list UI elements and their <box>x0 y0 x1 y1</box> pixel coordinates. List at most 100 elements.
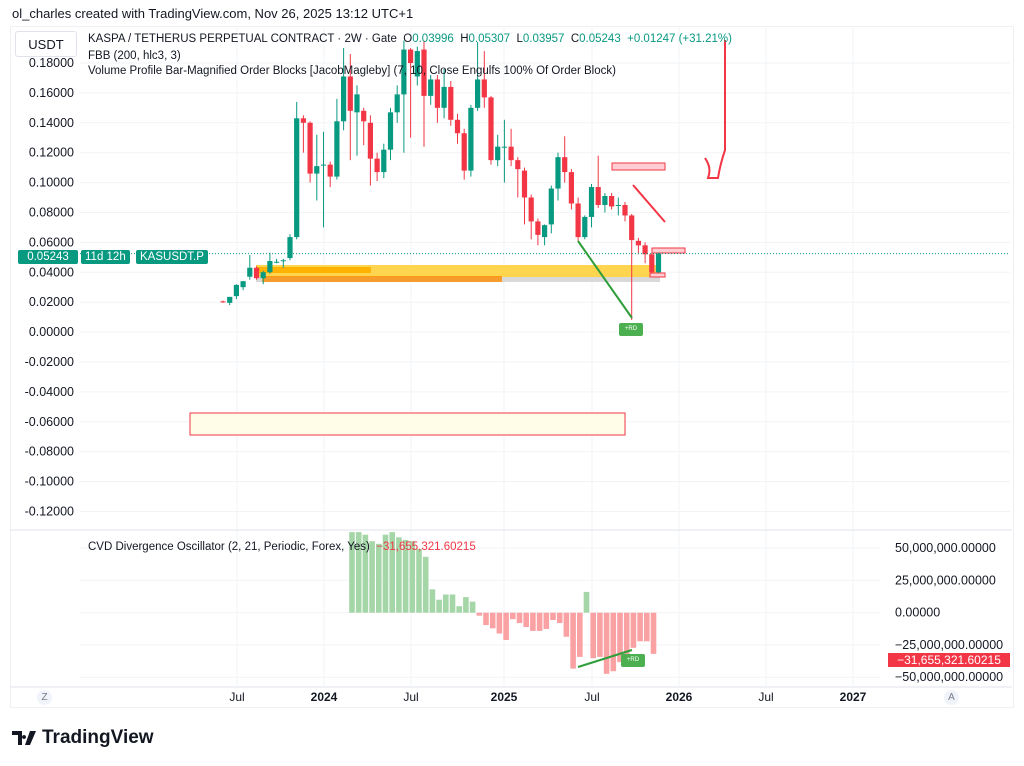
oscillator-bar <box>349 532 355 613</box>
credit-line: ol_charles created with TradingView.com,… <box>12 6 414 21</box>
oscillator-bar <box>456 606 462 613</box>
oscillator-bar <box>536 612 543 631</box>
rd-label-main: +RD <box>619 323 643 336</box>
candle-body <box>528 197 534 222</box>
candle-body <box>575 203 581 238</box>
oscillator-bar <box>563 612 570 637</box>
oscillator-tick-label: 25,000,000.00000 <box>895 573 996 587</box>
oscillator-title[interactable]: CVD Divergence Oscillator (2, 21, Period… <box>88 541 370 553</box>
oscillator-bar <box>617 612 623 663</box>
ticker-label: KASUSDT.P <box>136 250 208 264</box>
price-tick-label: -0.04000 <box>25 385 74 399</box>
candle-body <box>609 196 615 207</box>
tradingview-logo: TradingView <box>12 727 154 749</box>
oscillator-bar <box>416 549 422 613</box>
oscillator-bar <box>610 612 617 672</box>
currency-button[interactable]: USDT <box>15 31 77 57</box>
oscillator-bar <box>355 532 362 613</box>
time-tick-label: 2025 <box>491 690 518 704</box>
candle-body <box>629 215 635 241</box>
candle-body <box>602 196 608 205</box>
oscillator-bar <box>362 534 369 613</box>
oscillator-bar <box>369 541 375 613</box>
oscillator-bar <box>503 612 509 640</box>
oscillator-bar <box>550 612 556 620</box>
tradingview-logo-icon <box>12 731 36 745</box>
candle-body <box>649 254 655 273</box>
low-label: L <box>516 33 523 45</box>
symbol-title[interactable]: KASPA / TETHERUS PERPETUAL CONTRACT · 2W… <box>88 33 397 45</box>
candle-body <box>481 79 487 98</box>
open-label: O <box>403 33 413 45</box>
oscillator-bar <box>476 612 483 616</box>
oscillator-bar <box>422 556 429 613</box>
time-tick-label: Jul <box>758 690 773 704</box>
price-tick-label: -0.10000 <box>25 475 74 489</box>
candle-body <box>542 225 548 238</box>
price-tick-label: 0.10000 <box>29 176 74 190</box>
price-tick-label: 0.14000 <box>29 116 74 130</box>
high-value: 0.05307 <box>468 33 511 45</box>
oscillator-bar <box>650 612 657 654</box>
oscillator-bar <box>623 612 630 657</box>
candle-body <box>555 157 561 189</box>
order-block-orange <box>262 276 502 282</box>
candle-body <box>595 187 601 205</box>
candle-body <box>220 301 226 303</box>
auto-scale-button[interactable]: A <box>944 690 959 705</box>
oscillator-bar <box>449 594 456 613</box>
candle-body <box>260 272 266 279</box>
oscillator-bar <box>577 612 583 657</box>
candle-body <box>495 146 501 161</box>
oscillator-bar <box>429 589 436 613</box>
oscillator-bar <box>570 612 576 669</box>
candle-body <box>488 97 494 161</box>
candle-body <box>374 158 380 173</box>
candle-body <box>428 79 434 96</box>
oscillator-bar <box>543 612 550 629</box>
candle-body <box>655 253 662 273</box>
resistance-box-small <box>651 247 686 254</box>
candle-body <box>387 112 394 150</box>
price-tick-label: 0.00000 <box>29 325 74 339</box>
trend-line-red <box>632 184 666 223</box>
candle-body <box>341 76 347 122</box>
candle-body <box>548 188 554 225</box>
candle-body <box>622 204 628 216</box>
oscillator-bar <box>603 612 610 674</box>
candle-body <box>314 166 320 174</box>
oscillator-bar <box>630 612 637 648</box>
candle-body <box>361 110 367 122</box>
time-tick-label: Jul <box>584 690 599 704</box>
candle-body <box>635 240 641 246</box>
oscillator-bar <box>489 612 496 629</box>
candle-body <box>240 281 246 288</box>
oscillator-bar <box>510 612 516 620</box>
candle-body <box>521 170 528 198</box>
candle-body <box>615 204 621 206</box>
candle-body <box>327 164 333 177</box>
indicator-fbb[interactable]: FBB (200, hlc3, 3) <box>88 50 181 62</box>
candle-body <box>367 122 373 159</box>
oscillator-bar <box>556 612 563 624</box>
price-tick-label: 0.08000 <box>29 206 74 220</box>
time-tick-label: 2026 <box>666 690 693 704</box>
candle-body <box>394 94 400 113</box>
time-tick-label: 2024 <box>311 690 338 704</box>
oscillator-bar <box>469 601 476 613</box>
price-tick-label: 0.16000 <box>29 86 74 100</box>
oscillator-bar <box>443 594 449 613</box>
time-tick-label: Jul <box>403 690 418 704</box>
oscillator-bar <box>597 612 603 657</box>
candle-body <box>300 118 306 123</box>
zoom-z-button[interactable]: Z <box>37 690 52 705</box>
oscillator-bar <box>436 599 442 613</box>
oscillator-bar <box>389 532 395 613</box>
indicator-order-blocks[interactable]: Volume Profile Bar-Magnified Order Block… <box>88 65 616 77</box>
oscillator-value-badge: −31,655,321.60215 <box>888 653 1010 667</box>
oscillator-bar <box>376 543 382 613</box>
price-tick-label: 0.12000 <box>29 146 74 160</box>
candle-body <box>414 51 420 77</box>
